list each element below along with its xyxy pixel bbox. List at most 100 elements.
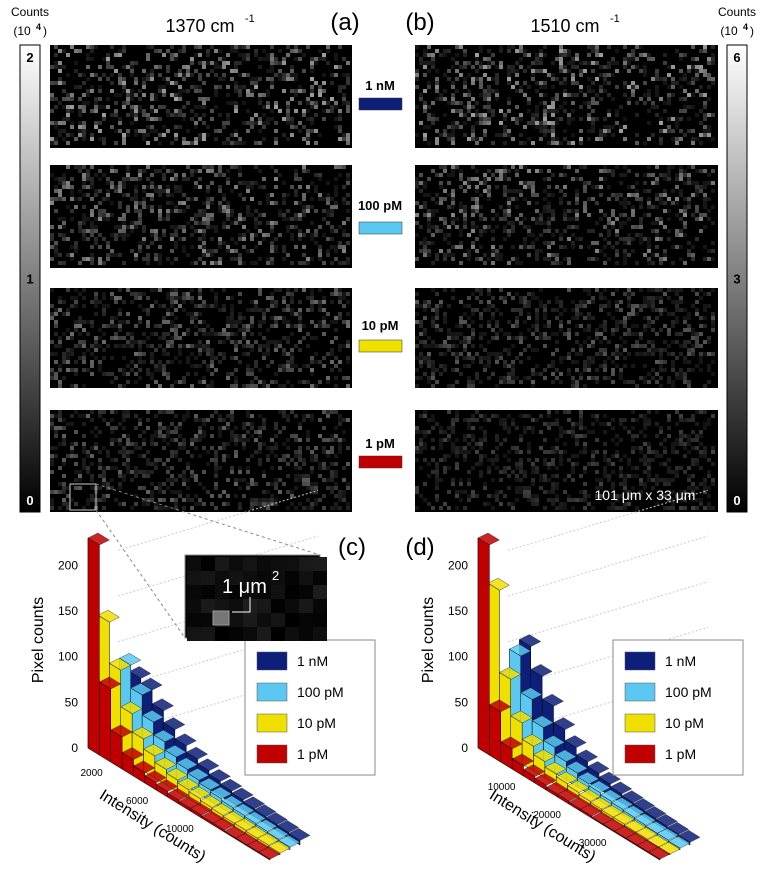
pixel xyxy=(290,502,294,506)
pixel xyxy=(535,328,539,332)
pixel xyxy=(134,446,138,450)
pixel xyxy=(334,292,338,296)
pixel xyxy=(475,376,479,380)
pixel xyxy=(142,189,146,193)
pixel xyxy=(491,312,495,316)
pixel xyxy=(555,97,559,101)
pixel xyxy=(330,81,334,85)
pixel xyxy=(234,380,238,384)
pixel xyxy=(330,73,334,77)
pixel xyxy=(334,101,338,105)
pixel xyxy=(70,454,74,458)
pixel xyxy=(651,348,655,352)
pixel xyxy=(463,133,467,137)
pixel xyxy=(234,101,238,105)
pixel xyxy=(210,414,214,418)
pixel xyxy=(190,320,194,324)
pixel xyxy=(238,506,242,510)
pixel xyxy=(519,221,523,225)
pixel xyxy=(290,89,294,93)
pixel xyxy=(703,125,707,129)
pixel xyxy=(90,320,94,324)
pixel xyxy=(515,105,519,109)
pixel xyxy=(551,241,555,245)
pixel xyxy=(483,129,487,133)
pixel xyxy=(110,169,114,173)
pixel xyxy=(623,197,627,201)
pixel xyxy=(278,69,282,73)
pixel xyxy=(451,141,455,145)
pixel xyxy=(162,173,166,177)
pixel xyxy=(298,316,302,320)
pixel xyxy=(591,101,595,105)
pixel xyxy=(346,109,350,113)
pixel xyxy=(182,446,186,450)
pixel xyxy=(419,61,423,65)
pixel xyxy=(519,65,523,69)
pixel xyxy=(306,209,310,213)
pixel xyxy=(154,253,158,257)
pixel xyxy=(443,320,447,324)
pixel xyxy=(234,105,238,109)
pixel xyxy=(539,249,543,253)
pixel xyxy=(439,97,443,101)
pixel xyxy=(643,316,647,320)
pixel xyxy=(146,113,150,117)
pixel xyxy=(126,89,130,93)
pixel xyxy=(451,352,455,356)
pixel xyxy=(447,181,451,185)
pixel xyxy=(479,193,483,197)
pixel xyxy=(699,410,703,414)
pixel xyxy=(230,340,234,344)
pixel xyxy=(671,261,675,265)
pixel xyxy=(110,113,114,117)
pixel xyxy=(334,434,338,438)
pixel xyxy=(262,233,266,237)
pixel xyxy=(575,304,579,308)
pixel xyxy=(230,308,234,312)
pixel xyxy=(447,77,451,81)
pixel xyxy=(90,229,94,233)
pixel xyxy=(250,261,254,265)
pixel xyxy=(238,340,242,344)
pixel xyxy=(198,77,202,81)
pixel xyxy=(607,73,611,77)
pixel xyxy=(258,201,262,205)
pixel xyxy=(603,348,607,352)
pixel xyxy=(655,253,659,257)
pixel xyxy=(242,438,246,442)
pixel xyxy=(495,360,499,364)
pixel xyxy=(707,97,711,101)
pixel xyxy=(282,336,286,340)
pixel xyxy=(250,332,254,336)
pixel xyxy=(515,81,519,85)
pixel xyxy=(214,368,218,372)
pixel xyxy=(190,245,194,249)
pixel xyxy=(174,209,178,213)
pixel xyxy=(643,364,647,368)
pixel xyxy=(238,137,242,141)
pixel xyxy=(551,121,555,125)
pixel xyxy=(346,217,350,221)
pixel xyxy=(294,486,298,490)
pixel xyxy=(611,245,615,249)
pixel xyxy=(266,454,270,458)
pixel xyxy=(487,93,491,97)
pixel xyxy=(547,221,551,225)
pixel xyxy=(330,486,334,490)
pixel xyxy=(467,422,471,426)
pixel xyxy=(186,410,190,414)
pixel xyxy=(699,189,703,193)
pixel xyxy=(479,233,483,237)
pixel xyxy=(587,288,591,292)
pixel xyxy=(274,320,278,324)
pixel xyxy=(146,308,150,312)
pixel xyxy=(463,253,467,257)
pixel xyxy=(346,261,350,265)
pixel xyxy=(310,308,314,312)
pixel xyxy=(515,446,519,450)
pixel xyxy=(262,320,266,324)
pixel xyxy=(499,245,503,249)
pixel xyxy=(310,490,314,494)
pixel xyxy=(58,364,62,368)
